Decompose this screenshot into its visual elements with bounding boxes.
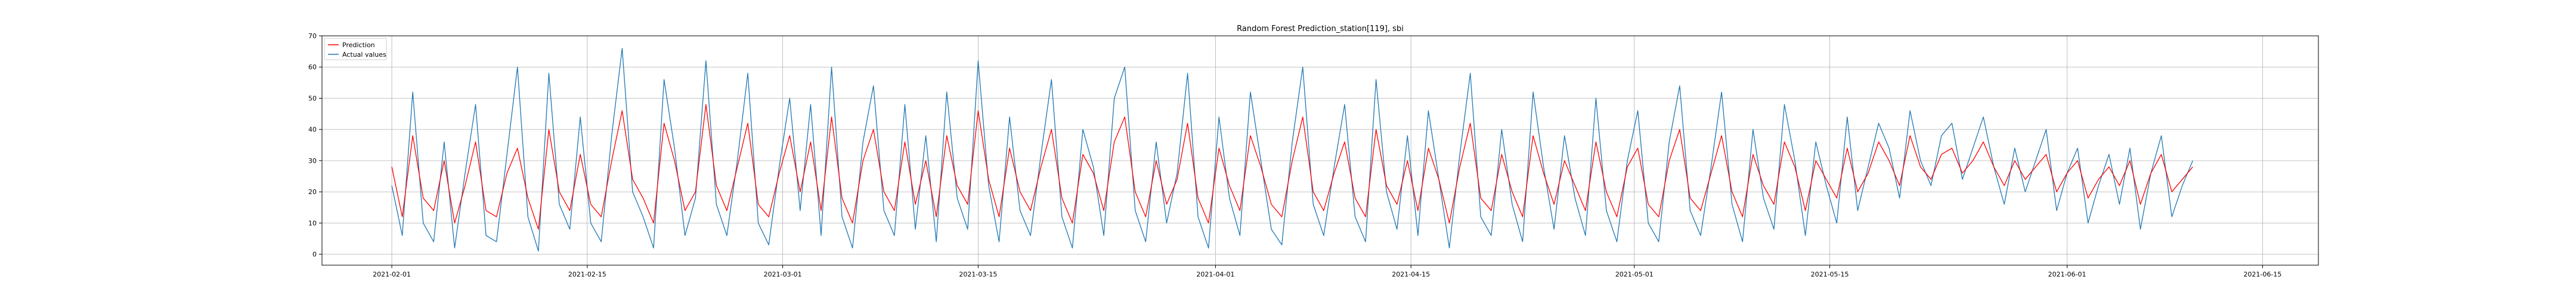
y-tick-label: 60 (308, 63, 317, 71)
x-tick-label: 2021-03-15 (959, 271, 997, 278)
legend: Prediction Actual values (324, 38, 387, 60)
legend-label-prediction: Prediction (342, 41, 375, 49)
y-tick-label: 0 (312, 251, 317, 259)
x-tick-label: 2021-03-01 (764, 271, 802, 278)
x-tick-label: 2021-04-01 (1196, 271, 1234, 278)
y-tick-label: 10 (308, 219, 317, 227)
y-tick-label: 30 (308, 157, 317, 165)
x-tick-label: 2021-04-15 (1392, 271, 1430, 278)
series-line-actual-values (391, 48, 2193, 252)
axis-ticks (319, 35, 2263, 268)
y-tick-label: 70 (308, 32, 317, 40)
plot-area-background (322, 36, 2318, 265)
series-line-prediction (391, 104, 2193, 230)
y-tick-label: 40 (308, 126, 317, 134)
x-tick-label: 2021-02-15 (568, 271, 606, 278)
series-layer (391, 48, 2193, 252)
x-tick-label: 2021-06-01 (2048, 271, 2086, 278)
legend-box (324, 38, 387, 60)
x-tick-label: 2021-06-15 (2243, 271, 2281, 278)
x-tick-label: 2021-02-01 (373, 271, 411, 278)
axis-tick-labels: 2021-02-01 2021-02-15 2021-03-01 2021-03-15… (308, 32, 2281, 278)
plot-area-frame (321, 35, 2319, 266)
legend-label-actual-values: Actual values (342, 51, 386, 59)
chart-title: Random Forest Prediction_station[119], s… (1237, 24, 1404, 33)
y-tick-label: 50 (308, 94, 317, 102)
x-tick-label: 2021-05-15 (1811, 271, 1849, 278)
x-tick-label: 2021-05-01 (1615, 271, 1654, 278)
y-tick-label: 20 (308, 188, 317, 196)
